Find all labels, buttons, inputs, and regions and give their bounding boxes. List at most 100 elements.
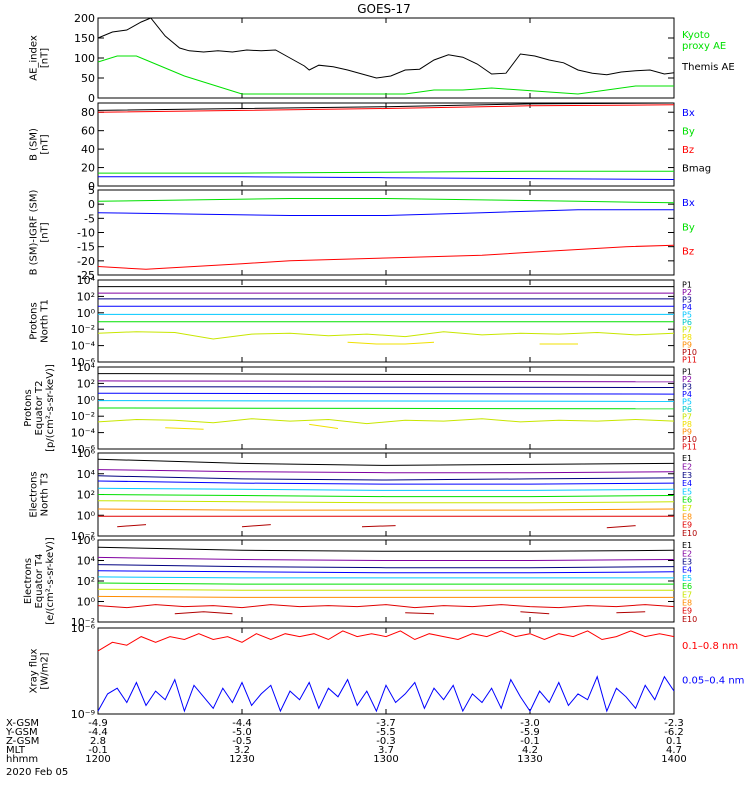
legend-entry: P10: [682, 348, 697, 357]
plot-title: GOES-17: [357, 2, 411, 16]
legend-entry: E5: [682, 487, 692, 496]
legend-entry-line: P5: [682, 311, 692, 320]
series-line: [97, 480, 675, 485]
series-line: [97, 386, 675, 388]
series-line: [117, 524, 147, 528]
x-axis-row-label: Y-GSM: [5, 727, 38, 738]
legend-entry-line: Themis AE: [681, 62, 735, 73]
legend-entry-line: E4: [682, 566, 692, 575]
x-tick-value: 4.2: [522, 745, 538, 756]
panel-protons_t1: 10⁴ 10² 10⁰ 10⁻² 10⁻⁴ 10⁻⁶ ProtonsNorth T1 P1P2…: [29, 274, 698, 369]
x-tick-value: -0.1: [520, 736, 540, 747]
ytick-label: 10⁻⁶: [71, 443, 96, 456]
ytick-label: -15: [77, 241, 95, 254]
series-line: [97, 331, 675, 340]
ytick-label: 10⁻⁴: [71, 427, 96, 440]
series-line: [97, 380, 675, 383]
legend-entry-line: E4: [682, 479, 692, 488]
legend-entry-line: E2: [682, 462, 692, 471]
series-line: [97, 630, 675, 652]
ytick-label: 100: [74, 52, 95, 65]
legend-entry: P7: [682, 412, 692, 421]
y-axis-label-line: Protons: [29, 302, 40, 339]
series-line: [97, 487, 675, 491]
legend-entry: 0.1–0.8 nm: [682, 641, 738, 652]
legend-entry-line: Bmag: [682, 164, 711, 175]
ytick-label: 10⁻⁶: [71, 356, 96, 369]
legend-entry-line: P2: [682, 375, 692, 384]
ytick-label: 10⁴: [77, 555, 96, 568]
y-axis-label: B (SM)-IGRF (SM)[nT]: [29, 190, 51, 276]
legend-entry: P2: [682, 288, 692, 297]
series-line: [97, 373, 675, 376]
panel-frame: [97, 189, 675, 276]
ytick-label: -10: [77, 227, 95, 240]
series-line: [97, 588, 674, 591]
y-axis-label-line: Protons: [23, 389, 34, 426]
x-tick-value: 1330: [517, 754, 542, 765]
legend-entry: P9: [682, 427, 692, 436]
series-line: [97, 595, 674, 598]
legend-entry: P2: [682, 375, 692, 384]
legend-entry: By: [682, 222, 695, 233]
series-line: [97, 675, 675, 713]
x-tick-value: 2.8: [90, 736, 106, 747]
legend-entry: E10: [682, 529, 697, 538]
ytick-label: -5: [84, 212, 95, 225]
ytick-label: 10⁰: [77, 394, 96, 407]
ytick-label: 10⁴: [77, 468, 96, 481]
y-axis-label: ElectronsNorth T3: [29, 471, 51, 517]
legend-entry-line: P10: [682, 435, 697, 444]
y-axis-label: ProtonsEquator T2[p/(cm²-s-sr-keV)]: [23, 364, 56, 452]
legend-entry-line: P7: [682, 412, 692, 421]
series-line: [97, 469, 675, 474]
x-tick-value: 3.7: [378, 745, 394, 756]
legend-entry-line: E1: [682, 454, 692, 463]
legend-entry-line: P8: [682, 333, 692, 342]
legend-entry: E7: [682, 504, 692, 513]
x-axis-row-label: Z-GSM: [6, 736, 39, 747]
legend-entry-line: P6: [682, 405, 692, 414]
x-tick-value: 1300: [373, 754, 398, 765]
legend-entry-line: E10: [682, 615, 697, 624]
panel-bsm: 0 20 40 60 80 B (SM)[nT] Bx By Bz Bmag: [29, 102, 711, 193]
legend-entry: P3: [682, 296, 692, 305]
series-line: [97, 17, 675, 79]
series-line: [97, 570, 675, 574]
x-tick-value: -2.3: [664, 718, 684, 729]
ytick-label: 10⁴: [77, 274, 96, 287]
series-line: [174, 611, 233, 615]
legend-entry: E8: [682, 512, 692, 521]
legend-entry: P6: [682, 318, 692, 327]
date-label: 2020 Feb 05: [6, 767, 68, 778]
ytick-label: 10⁴: [77, 361, 96, 374]
ytick-label: 200: [74, 12, 95, 25]
legend-entry: E5: [682, 574, 692, 583]
legend-entry-line: Bz: [682, 247, 694, 258]
panel-protons_t2: 10⁴ 10² 10⁰ 10⁻² 10⁻⁴ 10⁻⁶ ProtonsEquator T2[p…: [23, 361, 697, 456]
x-tick-value: 0.1: [666, 736, 682, 747]
legend-entry: E6: [682, 582, 692, 591]
ytick-label: 10⁶: [77, 447, 96, 460]
legend-entry: P6: [682, 405, 692, 414]
ytick-label: 40: [81, 143, 95, 156]
series-line: [347, 341, 435, 345]
series-line: [98, 176, 675, 180]
legend-entry-line: P1: [682, 368, 692, 377]
ytick-label: 50: [81, 72, 95, 85]
ytick-label: 80: [81, 106, 95, 119]
panel-bigrf: -25-20-15-10 -505 B (SM)-IGRF (SM)[nT] Bx By…: [29, 184, 695, 282]
legend-entry-line: Bx: [682, 108, 695, 119]
series-line: [97, 604, 675, 609]
y-axis-label: AE_index[nT]: [29, 35, 51, 81]
panel-electrons_t4: 10⁶ 10⁴ 10² 10⁰ 10⁻² ElectronsEquator T4[e/(c…: [23, 534, 697, 629]
x-tick-value: -5.9: [520, 727, 540, 738]
legend-entry-line: E3: [682, 471, 692, 480]
ytick-label: 60: [81, 125, 95, 138]
series-line: [97, 494, 675, 498]
legend-entry-line: P2: [682, 288, 692, 297]
series-line: [97, 418, 675, 425]
x-axis-row-label: hhmm: [6, 754, 38, 765]
